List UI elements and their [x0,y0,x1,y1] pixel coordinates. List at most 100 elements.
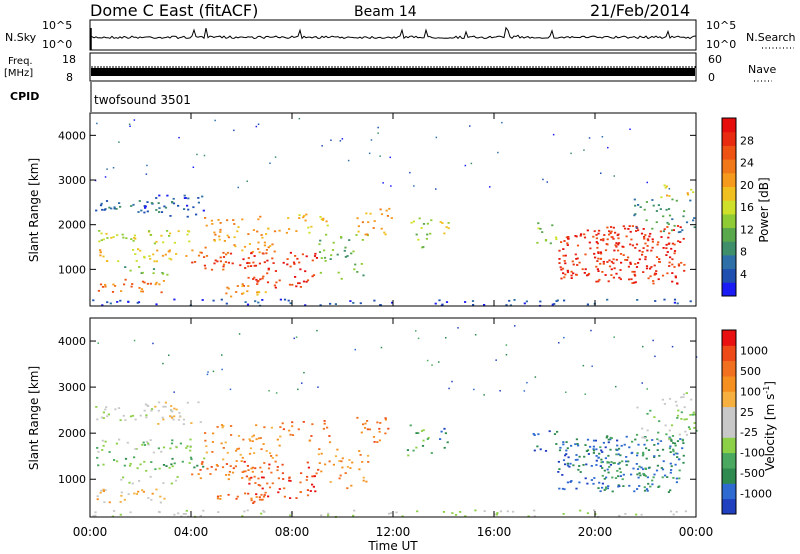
echo-cell [324,463,327,466]
echo-cell [671,242,674,245]
echo-cell [638,485,641,487]
echo-cell [98,230,101,232]
echo-cell [222,265,225,268]
echo-cell [441,303,444,306]
echo-cell [380,227,383,230]
echo-cell [584,477,587,480]
echo-cell [646,238,649,241]
echo-cell [684,510,687,513]
echo-cell [593,252,596,255]
echo-cell [607,146,609,149]
echo-cell [575,258,578,260]
colorbar-segment [722,422,736,438]
echo-cell [611,490,614,493]
echo-cell [336,253,339,256]
echo-cell [668,195,671,197]
echo-cell [390,185,392,187]
echo-cell [301,382,303,384]
echo-cell [320,218,323,221]
echo-cell [97,342,99,344]
echo-cell [197,401,200,404]
echo-cell [336,448,339,451]
echo-cell [566,447,569,450]
echo-cell [160,450,163,453]
echo-cell [625,456,628,458]
echo-cell [601,474,604,477]
echo-cell [133,492,136,495]
echo-cell [262,476,265,479]
echo-cell [313,255,317,257]
echo-cell [137,301,141,304]
echo-cell [344,256,347,258]
echo-cell [199,251,202,254]
echo-cell [329,481,332,483]
echo-cell [328,460,331,463]
echo-cell [162,482,165,484]
frequency-panel-frame [89,52,697,82]
echo-cell [373,441,376,443]
echo-cell [599,490,602,493]
power-scatter [92,117,696,307]
echo-cell [628,278,631,281]
echo-cell [353,509,356,512]
echo-cell [222,256,226,258]
echo-cell [562,254,565,257]
colorbar-tick-label: 16 [740,201,754,214]
station-title: Dome C East (fitACF) [90,1,258,20]
echo-cell [558,468,561,470]
echo-cell [430,452,433,454]
echo-cell [599,251,602,254]
echo-cell [536,241,539,244]
echo-cell [565,236,568,239]
echo-cell [178,412,181,414]
echo-cell [575,438,578,441]
echo-cell [567,456,570,459]
echo-cell [544,239,548,242]
echo-cell [595,241,598,243]
echo-cell [677,240,680,243]
echo-cell [266,482,269,485]
echo-cell [158,194,161,197]
echo-cell [155,260,158,263]
echo-cell [237,226,240,228]
echo-cell [297,282,300,285]
echo-cell [634,247,637,249]
echo-cell [613,175,615,177]
colorbar-segment [722,330,736,346]
echo-cell [644,258,647,261]
echo-cell [617,463,620,465]
echo-cell [326,426,329,429]
echo-cell [601,482,604,485]
echo-cell [642,451,645,454]
echo-cell [539,227,542,230]
echo-cell [653,444,656,446]
echo-cell [317,468,320,471]
freq-tick-top: 18 [62,53,76,66]
colorbar-tick-label: 8 [740,246,747,259]
echo-cell [137,211,140,213]
echo-cell [617,447,621,450]
echo-cell [588,137,591,139]
echo-cell [472,304,475,306]
echo-cell [263,244,266,247]
echo-cell [315,257,318,259]
echo-cell [610,461,613,463]
echo-cell [246,180,248,182]
echo-cell [323,422,326,425]
colorbar-segment [722,227,736,242]
echo-cell [244,267,247,269]
echo-cell [254,264,258,267]
echo-cell [306,279,310,282]
echo-cell [422,246,425,248]
echo-cell [608,466,611,468]
colorbar-segment [722,118,736,133]
echo-cell [641,427,644,430]
echo-cell [356,217,359,220]
echo-cell [255,438,258,441]
echo-cell [253,500,256,503]
echo-cell [146,164,148,167]
echo-cell [674,275,677,278]
echo-cell [260,512,263,515]
echo-cell [653,272,657,275]
echo-cell [617,475,620,478]
